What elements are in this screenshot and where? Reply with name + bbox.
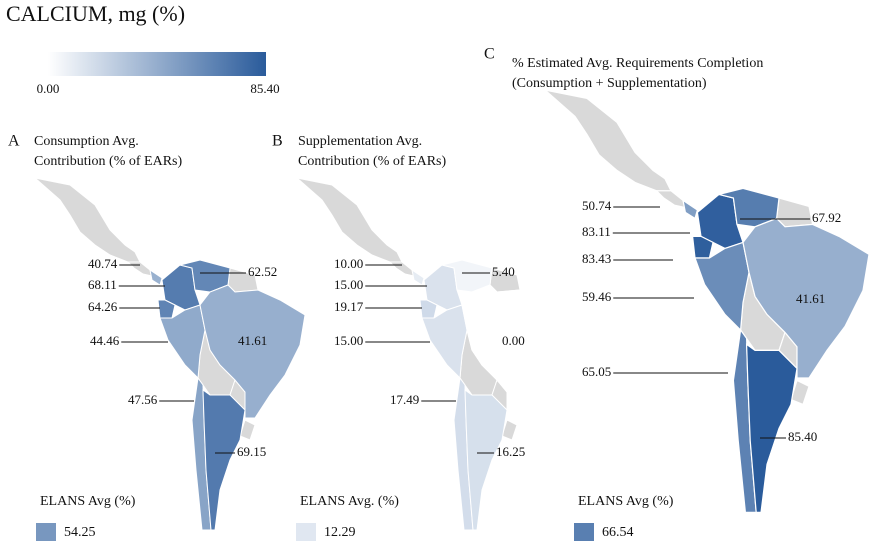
value-label: 69.15 xyxy=(237,444,266,459)
value-label: 65.05 xyxy=(582,364,611,379)
no-data-region xyxy=(655,190,687,209)
no-data-region xyxy=(126,261,153,277)
elans-value: 54.25 xyxy=(64,525,96,540)
value-label: 17.49 xyxy=(390,392,419,407)
region xyxy=(149,268,163,286)
elans-label: ELANS Avg (%) xyxy=(40,494,136,509)
region xyxy=(694,241,750,332)
elans-value: 66.54 xyxy=(602,525,634,540)
value-label: 47.56 xyxy=(128,392,158,407)
region xyxy=(159,304,206,380)
value-label: 0.00 xyxy=(502,333,525,348)
value-label: 59.46 xyxy=(582,289,612,304)
region xyxy=(199,284,306,419)
region xyxy=(202,389,246,531)
elans-swatch xyxy=(574,523,594,541)
value-label: 15.00 xyxy=(334,277,363,292)
panel-title: Consumption Avg. xyxy=(34,134,139,149)
region xyxy=(419,299,438,319)
panel-title: Contribution (% of EARs) xyxy=(34,154,182,169)
region xyxy=(742,217,870,379)
region xyxy=(157,299,176,319)
figure-title: CALCIUM, mg (%) xyxy=(6,1,185,26)
region xyxy=(745,343,798,514)
value-label: 10.00 xyxy=(334,256,363,271)
value-label: 40.74 xyxy=(88,256,118,271)
value-label: 68.11 xyxy=(88,277,117,292)
region xyxy=(691,235,714,259)
color-bar xyxy=(48,52,266,76)
value-label: 50.74 xyxy=(582,198,612,213)
value-label: 85.40 xyxy=(788,429,817,444)
scale-max: 85.40 xyxy=(250,81,279,96)
map xyxy=(33,177,306,531)
panel-title: (Consumption + Supplementation) xyxy=(512,76,707,91)
elans-swatch xyxy=(296,523,316,541)
region xyxy=(682,199,699,220)
map xyxy=(295,177,568,531)
no-data-region xyxy=(542,88,672,192)
region xyxy=(464,389,508,531)
value-label: 19.17 xyxy=(334,299,364,314)
elans-label: ELANS Avg. (%) xyxy=(300,494,399,509)
value-label: 83.11 xyxy=(582,224,611,239)
panel-title: % Estimated Avg. Requirements Completion xyxy=(512,56,763,71)
value-label: 5.40 xyxy=(492,264,515,279)
map xyxy=(542,88,870,514)
value-label: 15.00 xyxy=(334,333,363,348)
value-label: 67.92 xyxy=(812,210,841,225)
value-label: 41.61 xyxy=(796,291,825,306)
panel-letter: A xyxy=(8,133,20,150)
elans-swatch xyxy=(36,523,56,541)
no-data-region xyxy=(775,197,814,228)
panel-title: Contribution (% of EARs) xyxy=(298,154,446,169)
panel-letter: B xyxy=(272,133,283,150)
elans-label: ELANS Avg (%) xyxy=(578,494,674,509)
value-label: 44.46 xyxy=(90,333,120,348)
no-data-region xyxy=(388,261,415,277)
no-data-region xyxy=(295,177,403,263)
value-label: 16.25 xyxy=(496,444,525,459)
region xyxy=(421,304,468,380)
value-label: 41.61 xyxy=(238,333,267,348)
value-label: 64.26 xyxy=(88,299,118,314)
region xyxy=(411,268,425,286)
region xyxy=(461,284,568,419)
panel-title: Supplementation Avg. xyxy=(298,134,422,149)
no-data-region xyxy=(33,177,141,263)
value-label: 83.43 xyxy=(582,251,611,266)
scale-min: 0.00 xyxy=(37,81,60,96)
panel-letter: C xyxy=(484,46,495,63)
value-label: 62.52 xyxy=(248,264,277,279)
elans-value: 12.29 xyxy=(324,525,356,540)
